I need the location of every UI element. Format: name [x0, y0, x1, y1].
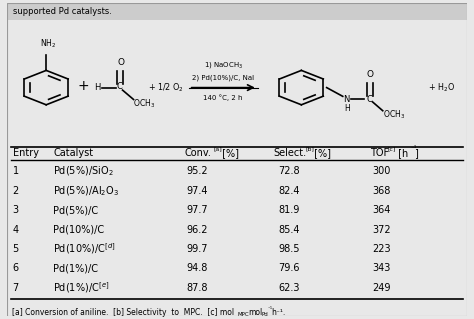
Text: Select.: Select. — [274, 148, 307, 158]
Text: 85.4: 85.4 — [278, 225, 300, 234]
Text: 249: 249 — [373, 283, 391, 293]
Text: 98.5: 98.5 — [278, 244, 300, 254]
Text: Pd: Pd — [261, 312, 268, 317]
Text: 368: 368 — [373, 186, 391, 196]
Text: 99.7: 99.7 — [186, 244, 208, 254]
Text: NH$_2$: NH$_2$ — [40, 38, 56, 50]
Bar — [7, 3, 467, 20]
Text: O: O — [366, 70, 374, 79]
Text: 72.8: 72.8 — [278, 167, 300, 176]
Text: ]: ] — [414, 148, 419, 158]
Text: [b]: [b] — [306, 146, 314, 151]
Text: Conv.: Conv. — [184, 148, 211, 158]
Text: 7: 7 — [13, 283, 19, 293]
Text: Pd(5%)/C: Pd(5%)/C — [53, 205, 98, 215]
Text: 82.4: 82.4 — [278, 186, 300, 196]
Text: C: C — [117, 83, 123, 92]
Text: 300: 300 — [373, 167, 391, 176]
Text: 5: 5 — [13, 244, 19, 254]
Text: Catalyst: Catalyst — [53, 148, 93, 158]
Text: 1: 1 — [13, 167, 19, 176]
Text: H: H — [94, 83, 101, 92]
Text: Entry: Entry — [13, 148, 38, 158]
Text: 2: 2 — [13, 186, 19, 196]
Text: 140 °C, 2 h: 140 °C, 2 h — [203, 94, 243, 100]
Text: supported Pd catalysts.: supported Pd catalysts. — [13, 7, 111, 17]
Text: [h: [h — [395, 148, 408, 158]
Text: Pd(10%)/C$^{[d]}$: Pd(10%)/C$^{[d]}$ — [53, 241, 116, 256]
Text: +: + — [77, 79, 89, 93]
Text: 87.8: 87.8 — [186, 283, 208, 293]
Text: Pd(1%)/C$^{[e]}$: Pd(1%)/C$^{[e]}$ — [53, 280, 109, 295]
Text: + H$_2$O: + H$_2$O — [428, 81, 455, 94]
Text: ⁻¹: ⁻¹ — [411, 145, 417, 152]
Text: N: N — [343, 95, 349, 104]
Text: h⁻¹.: h⁻¹. — [272, 308, 286, 317]
Text: 81.9: 81.9 — [278, 205, 300, 215]
Text: 3: 3 — [13, 205, 19, 215]
Text: 79.6: 79.6 — [278, 263, 300, 273]
Text: Pd(1%)/C: Pd(1%)/C — [53, 263, 98, 273]
Text: 364: 364 — [373, 205, 391, 215]
Text: 97.7: 97.7 — [186, 205, 208, 215]
Text: O: O — [117, 58, 124, 67]
Text: Pd(5%)/SiO$_2$: Pd(5%)/SiO$_2$ — [53, 165, 114, 178]
Text: [a] Conversion of aniline.  [b] Selectivity  to  MPC.  [c] mol: [a] Conversion of aniline. [b] Selectivi… — [12, 308, 234, 317]
Text: mol: mol — [248, 308, 263, 317]
Text: 95.2: 95.2 — [186, 167, 208, 176]
FancyArrowPatch shape — [191, 85, 253, 90]
Text: [%]: [%] — [310, 148, 330, 158]
Text: MPC: MPC — [237, 312, 249, 317]
Text: C: C — [366, 95, 372, 104]
Text: Pd(5%)/Al$_2$O$_3$: Pd(5%)/Al$_2$O$_3$ — [53, 184, 119, 197]
Text: 62.3: 62.3 — [278, 283, 300, 293]
Text: Pd(10%)/C: Pd(10%)/C — [53, 225, 104, 234]
Text: 223: 223 — [373, 244, 391, 254]
Text: + 1/2 O$_2$: + 1/2 O$_2$ — [148, 81, 183, 94]
Text: 4: 4 — [13, 225, 19, 234]
Text: 94.8: 94.8 — [186, 263, 208, 273]
Text: 97.4: 97.4 — [186, 186, 208, 196]
Text: TOF: TOF — [370, 148, 390, 158]
Text: 2) Pd(10%)/C, NaI: 2) Pd(10%)/C, NaI — [192, 75, 254, 81]
Text: 96.2: 96.2 — [186, 225, 208, 234]
Text: ⁻¹: ⁻¹ — [268, 308, 273, 312]
Text: H: H — [344, 104, 350, 113]
Text: [a]: [a] — [213, 146, 222, 151]
Text: [c]: [c] — [388, 146, 396, 151]
Text: 343: 343 — [373, 263, 391, 273]
Text: 372: 372 — [373, 225, 391, 234]
Text: [%]: [%] — [219, 148, 238, 158]
Text: OCH$_3$: OCH$_3$ — [133, 98, 155, 110]
Text: OCH$_3$: OCH$_3$ — [383, 109, 405, 121]
Text: 6: 6 — [13, 263, 19, 273]
Text: 1) NaOCH$_3$: 1) NaOCH$_3$ — [203, 60, 243, 70]
